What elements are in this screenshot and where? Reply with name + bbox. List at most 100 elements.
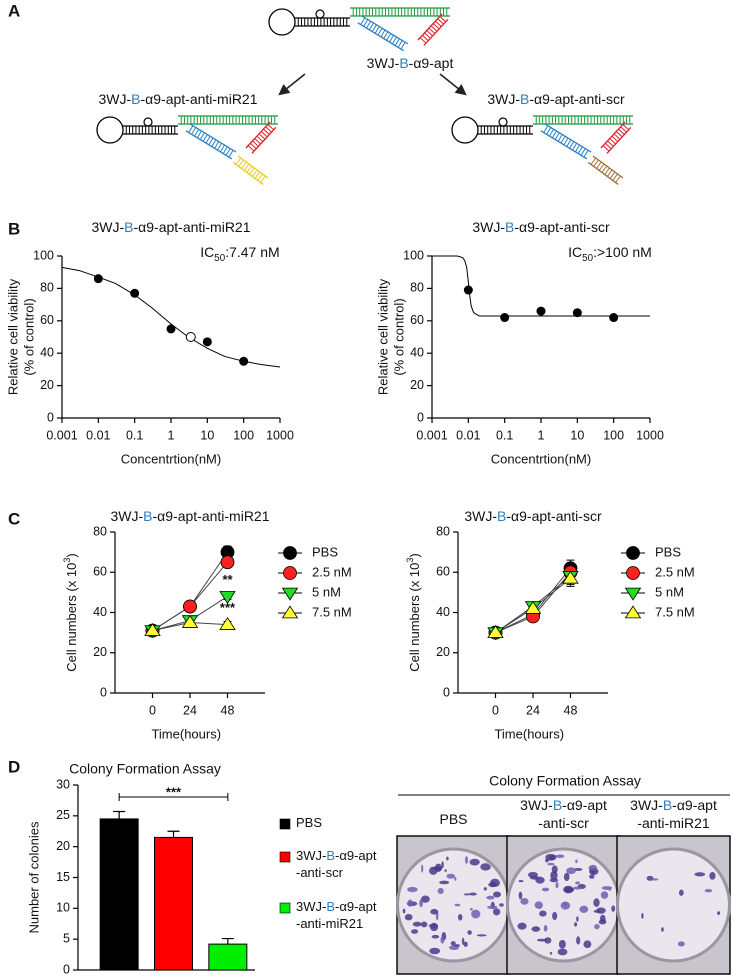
base-pair [554,132,560,140]
colony [543,925,548,932]
colony [439,880,450,885]
error-bar [167,830,180,838]
base-pair [620,126,627,133]
colony [492,908,501,916]
y-tick-label: 20 [410,378,424,392]
significance-label: ** [222,572,233,587]
y-tick-label: 80 [436,524,450,538]
text-part: -α9-apt-anti-scr [506,508,602,524]
base-pair [543,125,549,133]
text-part: 50 [582,253,593,264]
text-part: 3WJ- [296,899,326,914]
colony [480,863,491,871]
chart-title: Colony Formation Assay [69,761,221,777]
legend-swatch [279,851,291,863]
text-part: -α9-apt-anti-miR21 [152,508,269,524]
base-pair [191,127,197,135]
data-point [463,285,473,295]
data-point [500,313,510,323]
x-tick-label: 24 [183,703,197,717]
panel-label: A [8,1,20,20]
base-pair [609,138,616,145]
colonies [517,853,616,956]
y-axis-label: Relative cell viability [5,278,20,395]
y-tick-label: 0 [47,410,54,424]
base-pair [196,130,202,139]
base-pair [622,123,630,131]
base-pair [257,173,263,181]
colony [600,891,609,899]
loop [268,8,296,36]
base-pair [612,173,618,181]
base-pair [439,15,447,23]
colony [598,919,607,925]
colony [661,927,664,932]
base-pair [368,22,374,31]
colony [520,897,529,905]
y-tick-label: 80 [40,281,54,295]
base-pair [593,159,599,167]
legend-swatch [279,818,291,830]
legend-label: PBS [296,815,322,830]
base-pair [394,38,400,46]
colony [471,909,481,919]
y-tick-label: 20 [93,645,107,659]
colony [419,899,423,908]
y-axis-label: Cell numbers (x 103) [405,553,422,672]
base-pair [606,169,613,177]
loop [451,116,479,144]
base-pair [238,159,244,167]
data-point [609,313,619,323]
y-tick-label: 20 [436,645,450,659]
text-part: 3WJ- [520,797,553,813]
base-pair [419,37,427,44]
panel-label: B [8,219,20,238]
x-tick-label: 1000 [266,428,294,442]
colony [566,867,576,875]
x-tick-label: 48 [564,703,578,717]
annotation: IC50:7.47 nM [200,244,279,264]
chart-title: 3WJ-B-α9-apt-anti-scr [472,219,610,235]
x-tick-label: 0 [492,703,499,717]
colony [517,922,527,930]
y-axis-label: (% of control) [391,298,406,375]
text-part: Cell numbers (x 10 [64,563,79,672]
y-tick-label: 40 [40,345,54,359]
base-pair [188,125,194,133]
colony [440,936,445,944]
y-tick-label: 80 [93,524,107,538]
marker [219,591,236,604]
strand [423,18,449,46]
base-pair [371,24,377,32]
legend-marker [626,566,640,580]
y-tick-label: 100 [33,248,54,262]
text-part: 3WJ- [367,55,400,71]
colony [549,877,559,883]
colony [717,911,721,915]
colony [545,853,555,861]
text-part: -anti-miR21 [637,815,710,831]
panel-label: C [8,509,20,528]
base-pair [249,167,255,175]
colony [552,911,558,921]
x-tick-label: 0.1 [126,428,143,442]
base-pair [605,142,612,150]
legend-marker [281,587,299,601]
text-part: -α9-apt [672,797,717,813]
text-part: B [497,508,506,524]
base-pair [366,20,372,29]
text-part: IC [568,244,582,260]
text-part: B [505,219,514,235]
bar [99,818,139,971]
y-tick-label: 100 [403,248,424,262]
text-part: 3 [62,558,72,563]
strand [587,161,619,185]
base-pair [260,131,268,138]
colonies [641,871,721,947]
colony [550,870,558,880]
bar [208,943,248,971]
base-pair [613,133,621,140]
colony [579,905,589,913]
colonies [402,856,504,955]
base-pair [560,135,566,144]
